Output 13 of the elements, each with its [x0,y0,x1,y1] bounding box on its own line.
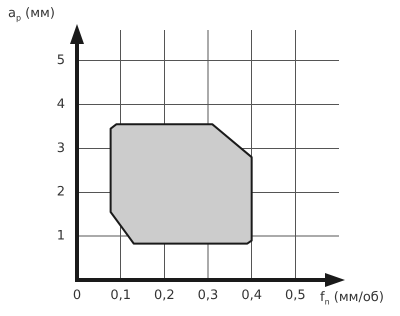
x-axis-title: f$_{n}$ (мм/об) [320,290,384,307]
y-tick-label: 2 [56,184,65,200]
x-tick-label: 0 [72,288,82,304]
y-tick-label: 5 [56,53,65,68]
y-tick-label: 4 [56,96,65,112]
x-tick-label: 0,4 [241,288,262,304]
y-tick-label: 1 [56,228,65,244]
x-tick-label: 0,2 [154,288,175,304]
x-tick-label: 0,5 [284,288,306,304]
x-tick-label: 0,1 [110,288,132,304]
x-tick-label: 0,3 [198,288,218,304]
y-tick-label: 3 [56,140,65,156]
y-axis-title: a$_{p}$ (мм) [8,6,55,23]
